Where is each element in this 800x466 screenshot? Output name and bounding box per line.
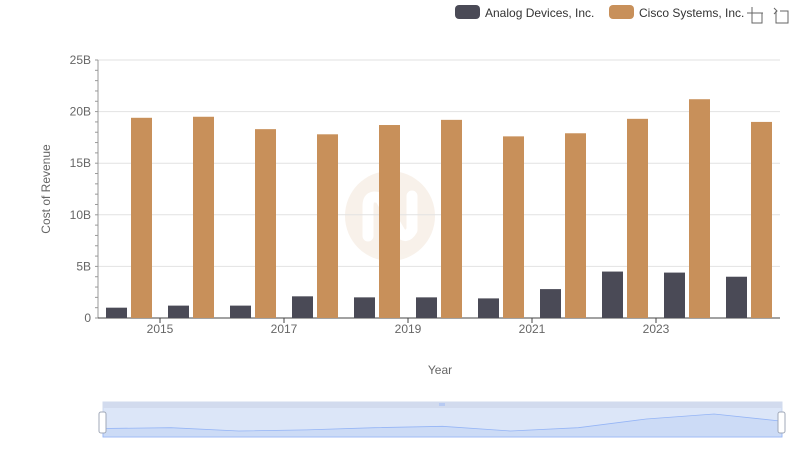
bar-analog-devices[interactable] [416,297,437,318]
bar-analog-devices[interactable] [478,298,499,318]
x-tick-label: 2023 [643,322,670,336]
drag-handle-icon[interactable] [439,403,445,406]
bar-analog-devices[interactable] [354,297,375,318]
y-tick-label: 5B [76,259,91,273]
y-tick-label: 0 [84,311,91,325]
y-tick-label: 20B [70,105,91,119]
data-zoom-slider[interactable] [98,401,786,438]
y-axis-title: Cost of Revenue [39,144,53,234]
x-tick-label: 2019 [395,322,422,336]
bar-analog-devices[interactable] [602,271,623,318]
x-tick-label: 2021 [519,322,546,336]
axis-layer: 0 5B 10B 15B 20B 25B 2015 2017 2019 2021 2023 [70,53,780,336]
legend[interactable]: Analog Devices, Inc. Cisco Systems, Inc. [455,5,744,20]
bar-cisco-systems[interactable] [317,134,338,318]
bar-cisco-systems[interactable] [565,133,586,318]
bar-analog-devices[interactable] [292,296,313,318]
legend-label: Cisco Systems, Inc. [639,6,744,20]
y-tick-label: 25B [70,53,91,67]
legend-swatch [609,5,634,19]
legend-item[interactable]: Cisco Systems, Inc. [609,5,744,20]
legend-item[interactable]: Analog Devices, Inc. [455,5,594,20]
zoom-select-icon[interactable] [747,7,763,24]
y-tick-label: 10B [70,208,91,222]
bar-analog-devices[interactable] [664,272,685,318]
bar-cisco-systems[interactable] [441,119,462,318]
data-zoom-selection[interactable] [103,408,782,437]
legend-swatch [455,5,480,19]
bar-cisco-systems[interactable] [503,136,524,318]
bar-cisco-systems[interactable] [751,121,772,318]
data-zoom-top-bar[interactable] [103,402,782,408]
legend-label: Analog Devices, Inc. [485,6,594,20]
data-zoom-handle-right[interactable] [777,411,786,434]
bar-analog-devices[interactable] [168,305,189,318]
bar-analog-devices[interactable] [106,307,127,318]
bar-cisco-systems[interactable] [689,99,710,318]
x-tick-label: 2017 [271,322,298,336]
bar-layer[interactable] [106,99,772,319]
bar-analog-devices[interactable] [726,276,747,318]
bar-cisco-systems[interactable] [379,125,400,319]
bar-analog-devices[interactable] [230,305,251,318]
y-tick-label: 15B [70,156,91,170]
bar-cisco-systems[interactable] [255,129,276,318]
zoom-reset-icon[interactable] [773,7,789,24]
x-tick-label: 2015 [147,322,174,336]
data-zoom-preview-area [102,413,783,438]
bar-cisco-systems[interactable] [627,118,648,318]
bar-cisco-systems[interactable] [193,116,214,318]
bar-analog-devices[interactable] [540,289,561,318]
data-zoom-handle-left[interactable] [98,411,107,434]
x-axis-title: Year [428,363,452,377]
bar-cisco-systems[interactable] [131,117,152,319]
